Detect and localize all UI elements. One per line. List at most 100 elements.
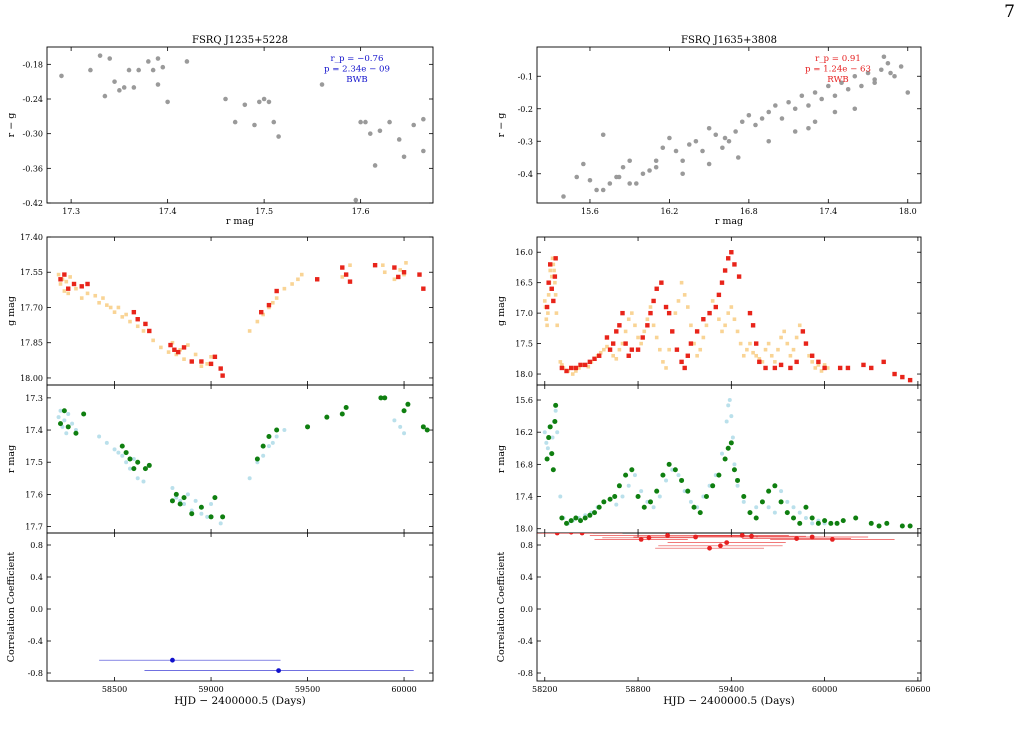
y-tick-label: 17.5 — [515, 340, 533, 349]
data-point — [766, 505, 771, 510]
data-point — [340, 265, 345, 270]
data-point — [626, 483, 631, 488]
data-point — [544, 440, 549, 445]
data-point — [872, 77, 877, 82]
data-point — [611, 353, 615, 358]
data-point — [546, 293, 551, 297]
data-point — [661, 360, 665, 364]
data-point — [168, 342, 173, 348]
axes-frame — [46, 532, 434, 682]
data-point — [150, 67, 156, 73]
data-point — [735, 329, 740, 334]
y-tick-label: 17.4 — [515, 493, 533, 502]
data-point — [786, 99, 791, 105]
x-tick-label: 18.0 — [899, 207, 917, 216]
data-point — [745, 347, 749, 352]
data-point — [697, 510, 703, 516]
data-point — [779, 335, 783, 340]
data-point — [189, 511, 195, 517]
data-point — [803, 515, 808, 520]
data-point — [561, 194, 566, 199]
data-point — [266, 99, 272, 105]
data-point — [725, 445, 731, 451]
data-point — [753, 122, 758, 128]
data-point — [900, 374, 905, 380]
data-point — [271, 300, 275, 305]
data-point — [759, 499, 765, 505]
data-point — [693, 138, 699, 144]
data-point — [550, 467, 556, 473]
data-point — [198, 504, 204, 510]
data-point — [135, 476, 140, 481]
data-point — [348, 263, 352, 267]
data-point — [620, 164, 626, 170]
data-point — [676, 299, 681, 303]
data-point — [398, 424, 403, 429]
data-point — [126, 67, 132, 73]
data-point — [554, 311, 559, 315]
x-tick-label: 16.8 — [740, 207, 758, 216]
data-point — [417, 272, 422, 277]
data-point — [806, 103, 811, 108]
data-point — [387, 119, 392, 125]
data-point — [212, 495, 218, 501]
data-point — [570, 372, 575, 376]
data-point — [785, 341, 790, 346]
data-point — [392, 418, 397, 423]
data-point — [261, 453, 266, 458]
y-tick-label: 17.40 — [20, 233, 43, 242]
data-point — [381, 263, 385, 267]
data-point — [120, 315, 125, 319]
data-point — [573, 515, 579, 521]
data-point — [724, 540, 730, 545]
data-point — [218, 366, 223, 371]
data-point — [686, 305, 690, 309]
data-point — [646, 535, 652, 541]
data-point — [792, 106, 798, 112]
data-point — [363, 119, 368, 125]
data-point — [170, 340, 175, 345]
data-point — [907, 377, 913, 383]
data-point — [822, 365, 827, 371]
data-point — [209, 502, 214, 507]
data-point — [766, 341, 771, 346]
data-point — [58, 421, 64, 427]
y-tick-label: 18.0 — [515, 370, 533, 379]
data-point — [610, 341, 616, 346]
data-point — [220, 373, 225, 378]
data-point — [136, 67, 141, 73]
y-tick-label: 16.8 — [515, 460, 533, 469]
data-point — [766, 488, 772, 494]
left-g-lightcurve-panel: 17.40 17.55 17.70 17.85 18.00 g mag — [6, 233, 434, 386]
data-point — [845, 365, 851, 371]
data-point — [722, 268, 728, 273]
data-point — [654, 488, 660, 494]
data-point — [66, 291, 71, 296]
data-point — [131, 466, 137, 472]
data-point — [647, 168, 652, 173]
data-point — [247, 476, 252, 481]
annotation-line: BWB — [346, 75, 367, 85]
data-point — [401, 154, 407, 160]
data-point — [634, 181, 639, 186]
data-point — [614, 357, 619, 361]
x-tick-label: 59400 — [719, 685, 744, 694]
data-point — [186, 343, 190, 347]
data-point — [71, 281, 77, 287]
data-point — [898, 64, 904, 69]
data-point — [574, 369, 578, 373]
data-point — [598, 350, 603, 355]
data-point — [885, 60, 891, 66]
right-color-mag-panel: 15.6 16.2 16.8 17.4 18.0 -0.4 -0.3 -0.2 -0.1 FSRQ… — [496, 35, 922, 227]
data-point — [62, 272, 67, 277]
data-point — [315, 277, 320, 282]
y-tick-label: 17.5 — [25, 458, 43, 467]
data-point — [545, 323, 549, 328]
data-point — [93, 293, 98, 298]
data-point — [892, 73, 897, 79]
data-point — [104, 440, 109, 445]
y-tick-label: 0.4 — [30, 573, 43, 582]
data-point — [259, 309, 264, 315]
y-tick-label: -0.24 — [22, 95, 43, 104]
y-tick-label: 17.4 — [25, 426, 43, 435]
